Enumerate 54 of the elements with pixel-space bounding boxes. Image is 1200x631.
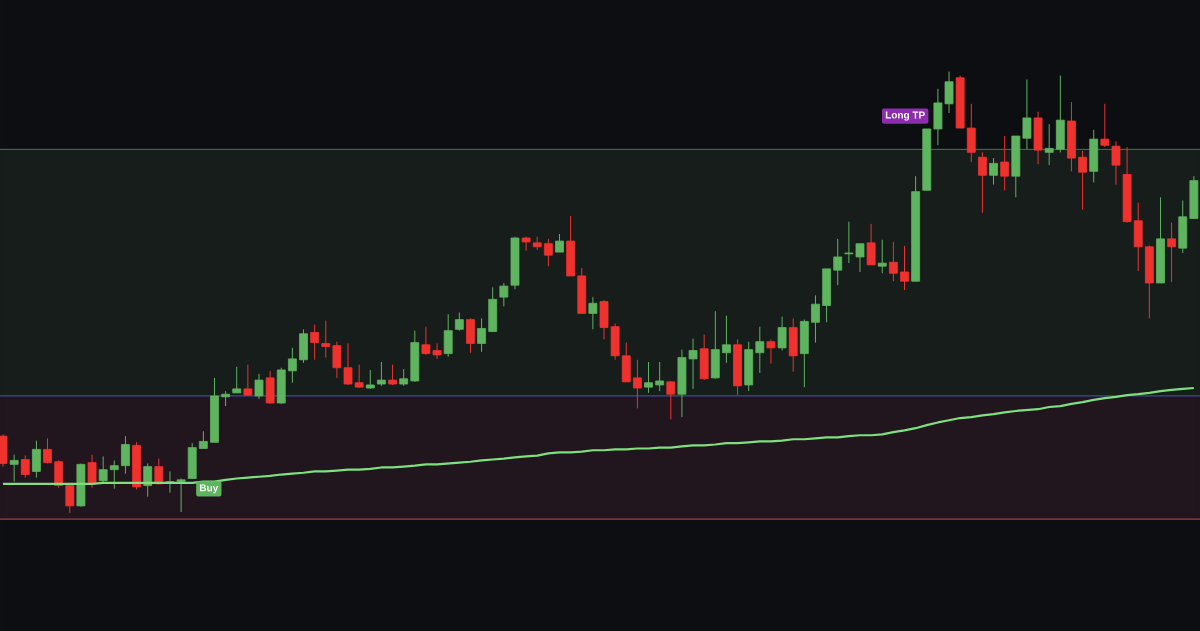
candlestick [1000,135,1010,191]
candlestick [644,361,653,394]
candlestick [321,320,331,359]
candlestick [833,238,843,286]
candlestick [877,239,887,274]
candlestick [54,459,64,489]
candlestick [543,238,553,267]
candlestick [555,233,564,253]
candlestick [1044,123,1054,166]
candlestick [666,380,676,420]
candlestick [1167,222,1177,283]
candlestick [888,241,898,282]
candlestick [365,369,375,390]
candlestick [121,435,130,475]
candlestick [310,323,320,361]
candlestick [443,313,453,358]
candlestick [1111,140,1121,186]
candlestick [98,455,108,485]
candlestick [978,151,987,214]
candlestick [521,236,531,252]
candlestick [32,440,41,479]
candlestick [232,366,242,394]
candlestick [388,364,397,386]
candlestick [87,454,97,489]
candlestick [143,463,153,498]
candlestick [1078,150,1087,211]
candlestick [243,364,253,397]
candlestick [1100,103,1110,148]
candlestick [466,317,475,354]
candlestick [287,347,297,384]
candlestick [109,459,119,490]
candlestick [43,437,52,464]
candlestick [811,294,820,344]
annotation: Long TP [885,111,925,121]
candlestick [154,458,164,486]
candlestick [655,361,665,392]
candlestick [722,315,731,364]
candlestick [20,455,30,479]
candlestick [588,296,598,330]
candlestick [65,484,75,514]
annotation: Buy [200,484,219,494]
candlestick [477,317,486,353]
candlestick [989,157,998,186]
candlestick [755,326,765,374]
candlestick [866,223,876,266]
candlestick [254,373,264,400]
candlestick [900,245,909,291]
candlestick [9,454,19,483]
candlestick [454,312,464,332]
candlestick [777,316,787,352]
candlestick [766,338,776,365]
candlestick [1022,79,1032,150]
candlestick [377,361,386,387]
candlestick [633,359,642,409]
